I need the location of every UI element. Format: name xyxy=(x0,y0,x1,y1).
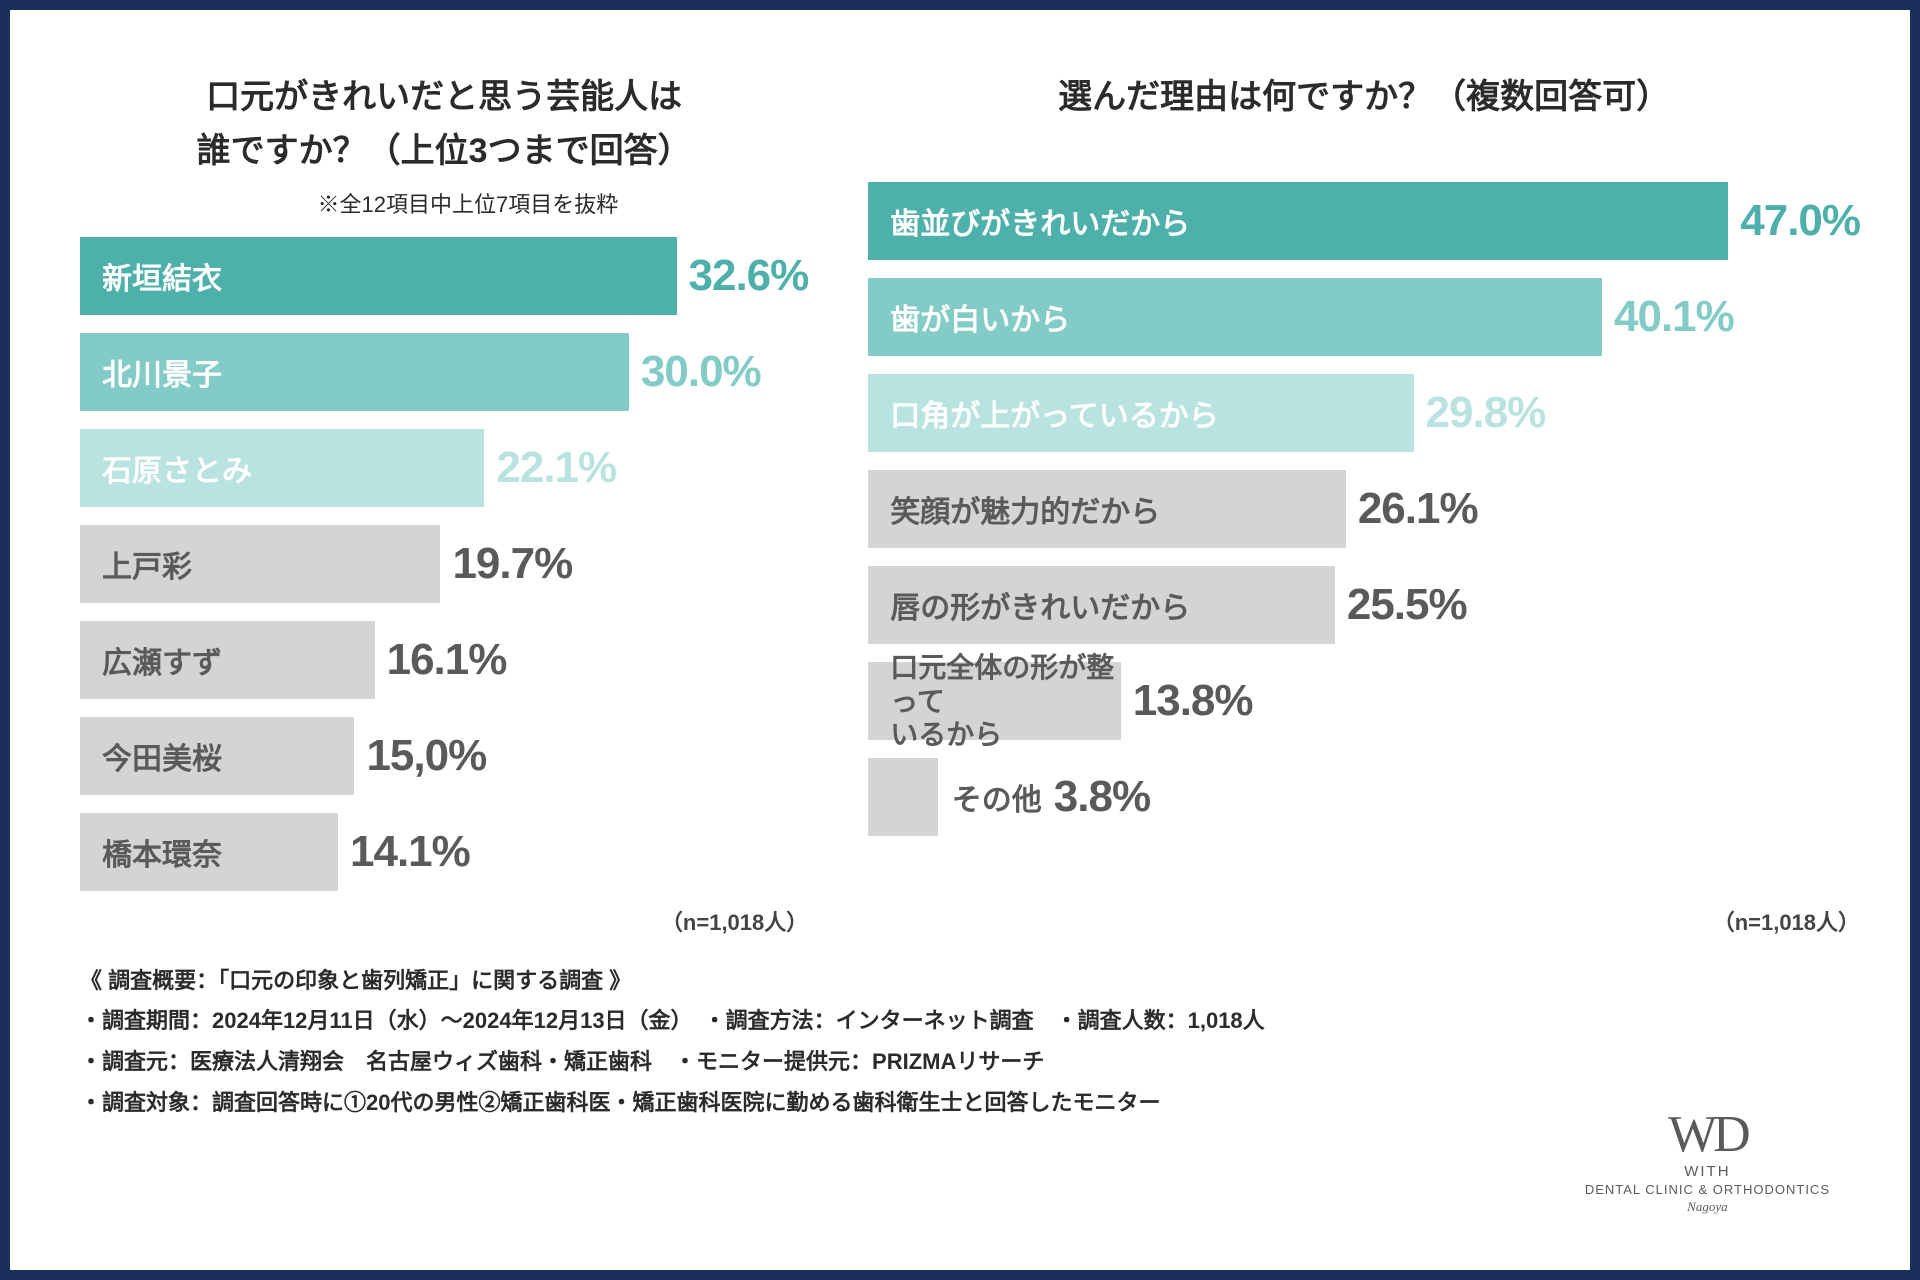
bar-row: 歯並びがきれいだから47.0% xyxy=(868,182,1860,260)
right-chart-title: 選んだ理由は何ですか？（複数回答可） xyxy=(868,70,1860,124)
right-bars: 歯並びがきれいだから47.0% 歯が白いから40.1% 口角が上がっているから 29.… xyxy=(868,182,1860,836)
footer-row-2: ・調査元：医療法人清翔会 名古屋ウィズ歯科・矯正歯科・モニター提供元：PRIZM… xyxy=(80,1042,1840,1083)
bar-row: 唇の形がきれいだから25.5% xyxy=(868,566,1860,644)
left-chart: 口元がきれいだと思う芸能人は誰ですか？（上位3つまで回答） ※全12項目中上位7… xyxy=(80,70,808,891)
bar-percent: 19.7% xyxy=(452,539,572,589)
logo-city: Nagoya xyxy=(1585,1199,1830,1215)
footer-item: ・調査期間：2024年12月11日（水）～2024年12月13日（金） xyxy=(80,1008,682,1033)
bar-row: 口角が上がっているから 29.8% xyxy=(868,374,1860,452)
footer-row-3: ・調査対象：調査回答時に①20代の男性②矯正歯科医・矯正歯科医院に勤める歯科衛生… xyxy=(80,1083,1840,1124)
bar-percent: 47.0% xyxy=(1740,196,1860,246)
bar: 上戸彩 xyxy=(80,525,440,603)
bar-percent: 29.8% xyxy=(1426,388,1546,438)
bar: 今田美桜 xyxy=(80,717,354,795)
bar-row: 橋本環奈14.1% xyxy=(80,813,808,891)
bar-percent: 30.0% xyxy=(641,347,761,397)
right-sample-size: （n=1,018人） xyxy=(1713,905,1860,937)
footer-item: ・調査対象：調査回答時に①20代の男性②矯正歯科医・矯正歯科医院に勤める歯科衛生… xyxy=(80,1090,1160,1115)
bar-percent: 13.8% xyxy=(1133,676,1253,726)
footer-item: ・調査元：医療法人清翔会 名古屋ウィズ歯科・矯正歯科 xyxy=(80,1049,652,1074)
footer-overview: 《 調査概要：「口元の印象と歯列矯正」に関する調査 》 xyxy=(80,961,1840,1002)
bar: 橋本環奈 xyxy=(80,813,338,891)
left-chart-title: 口元がきれいだと思う芸能人は誰ですか？（上位3つまで回答） xyxy=(80,70,808,179)
survey-footer: 《 調査概要：「口元の印象と歯列矯正」に関する調査 》 ・調査期間：2024年1… xyxy=(80,961,1840,1124)
bar: 口角が上がっているから xyxy=(868,374,1413,452)
bar: 唇の形がきれいだから xyxy=(868,566,1335,644)
footer-row-1: ・調査期間：2024年12月11日（水）～2024年12月13日（金）・調査方法… xyxy=(80,1001,1840,1042)
left-sample-size: （n=1,018人） xyxy=(661,905,808,937)
bar-row: 上戸彩19.7% xyxy=(80,525,808,603)
bar-row: 新垣結衣32.6% xyxy=(80,237,808,315)
bar-row: その他 3.8% xyxy=(868,758,1860,836)
bar-percent: 32.6% xyxy=(689,251,809,301)
bar: 歯並びがきれいだから xyxy=(868,182,1728,260)
logo-subtitle: DENTAL CLINIC & ORTHODONTICS xyxy=(1585,1182,1830,1197)
logo-mark: WD xyxy=(1585,1109,1830,1161)
bar-percent: 3.8% xyxy=(1054,772,1150,822)
right-chart: 選んだ理由は何ですか？（複数回答可） 歯並びがきれいだから47.0% 歯が白いから… xyxy=(868,70,1860,891)
bar-percent: 16.1% xyxy=(387,635,507,685)
bar: 広瀬すず xyxy=(80,621,375,699)
charts-container: 口元がきれいだと思う芸能人は誰ですか？（上位3つまで回答） ※全12項目中上位7… xyxy=(80,70,1840,891)
bar-row: 笑顔が魅力的だから26.1% xyxy=(868,470,1860,548)
bar-label-outside: その他 xyxy=(952,775,1042,819)
bar: 新垣結衣 xyxy=(80,237,677,315)
bar: 北川景子 xyxy=(80,333,629,411)
footer-item: ・調査方法：インターネット調査 xyxy=(682,1008,1034,1033)
bar: 口元全体の形が整っているから xyxy=(868,662,1121,740)
bar-percent: 40.1% xyxy=(1614,292,1734,342)
logo-with: WITH xyxy=(1585,1163,1830,1180)
footer-item: ・モニター提供元：PRIZMAリサーチ xyxy=(652,1049,1044,1074)
bar-percent: 14.1% xyxy=(350,827,470,877)
bar: 笑顔が魅力的だから xyxy=(868,470,1346,548)
brand-logo: WD WITH DENTAL CLINIC & ORTHODONTICS Nag… xyxy=(1585,1109,1830,1215)
bar-percent: 15,0% xyxy=(366,731,486,781)
bar-row: 北川景子30.0% xyxy=(80,333,808,411)
bar-percent: 25.5% xyxy=(1347,580,1467,630)
bar-row: 広瀬すず16.1% xyxy=(80,621,808,699)
bar-percent: 26.1% xyxy=(1358,484,1478,534)
footer-item: ・調査人数：1,018人 xyxy=(1034,1008,1265,1033)
bar-row: 今田美桜15,0% xyxy=(80,717,808,795)
bar: 歯が白いから xyxy=(868,278,1602,356)
bar-row: 歯が白いから40.1% xyxy=(868,278,1860,356)
bar xyxy=(868,758,938,836)
left-bars: 新垣結衣32.6% 北川景子30.0% 石原さとみ22.1% 上戸彩19.7% 広瀬すず… xyxy=(80,237,808,891)
left-chart-note: ※全12項目中上位7項目を抜粋 xyxy=(80,187,808,219)
bar: 石原さとみ xyxy=(80,429,484,507)
bar-row: 口元全体の形が整っているから13.8% xyxy=(868,662,1860,740)
bar-row: 石原さとみ22.1% xyxy=(80,429,808,507)
bar-percent: 22.1% xyxy=(496,443,616,493)
